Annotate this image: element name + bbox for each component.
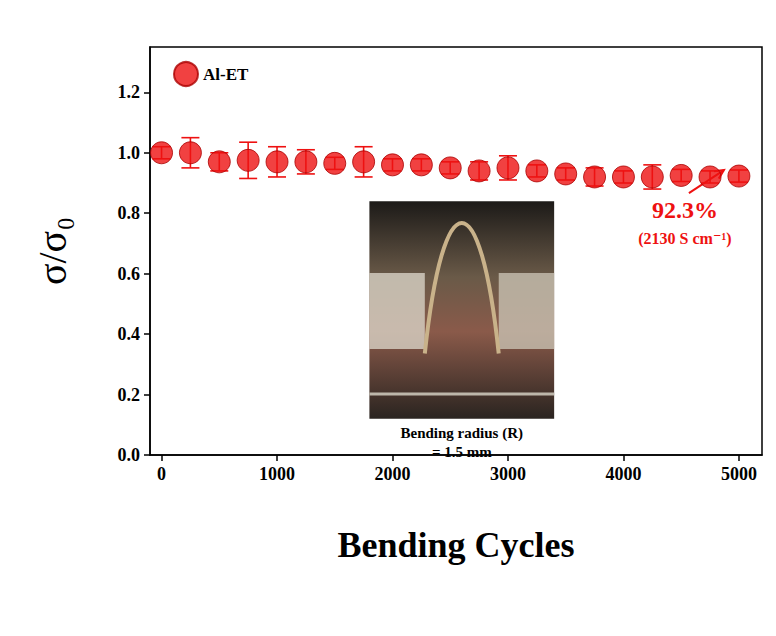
svg-text:2000: 2000 bbox=[374, 464, 410, 484]
svg-text:0.2: 0.2 bbox=[118, 385, 141, 405]
svg-text:4000: 4000 bbox=[605, 464, 641, 484]
svg-text:5000: 5000 bbox=[721, 464, 757, 484]
svg-text:1.0: 1.0 bbox=[118, 143, 141, 163]
svg-text:0.8: 0.8 bbox=[118, 203, 141, 223]
svg-text:3000: 3000 bbox=[490, 464, 526, 484]
svg-text:0: 0 bbox=[157, 464, 166, 484]
svg-text:= 1.5 mm: = 1.5 mm bbox=[432, 444, 492, 460]
svg-text:Bending Cycles: Bending Cycles bbox=[337, 525, 574, 565]
svg-text:0.4: 0.4 bbox=[118, 324, 141, 344]
svg-text:σ/σ₀: σ/σ₀ bbox=[30, 217, 75, 285]
svg-text:92.3%: 92.3% bbox=[652, 197, 718, 223]
svg-text:(2130 S cm⁻¹): (2130 S cm⁻¹) bbox=[638, 230, 731, 248]
svg-text:0.6: 0.6 bbox=[118, 264, 141, 284]
svg-text:Al-ET: Al-ET bbox=[203, 65, 249, 84]
svg-text:0.0: 0.0 bbox=[118, 445, 141, 465]
svg-text:1000: 1000 bbox=[259, 464, 295, 484]
svg-text:Bending radius (R): Bending radius (R) bbox=[401, 425, 524, 442]
svg-text:1.2: 1.2 bbox=[118, 82, 141, 102]
